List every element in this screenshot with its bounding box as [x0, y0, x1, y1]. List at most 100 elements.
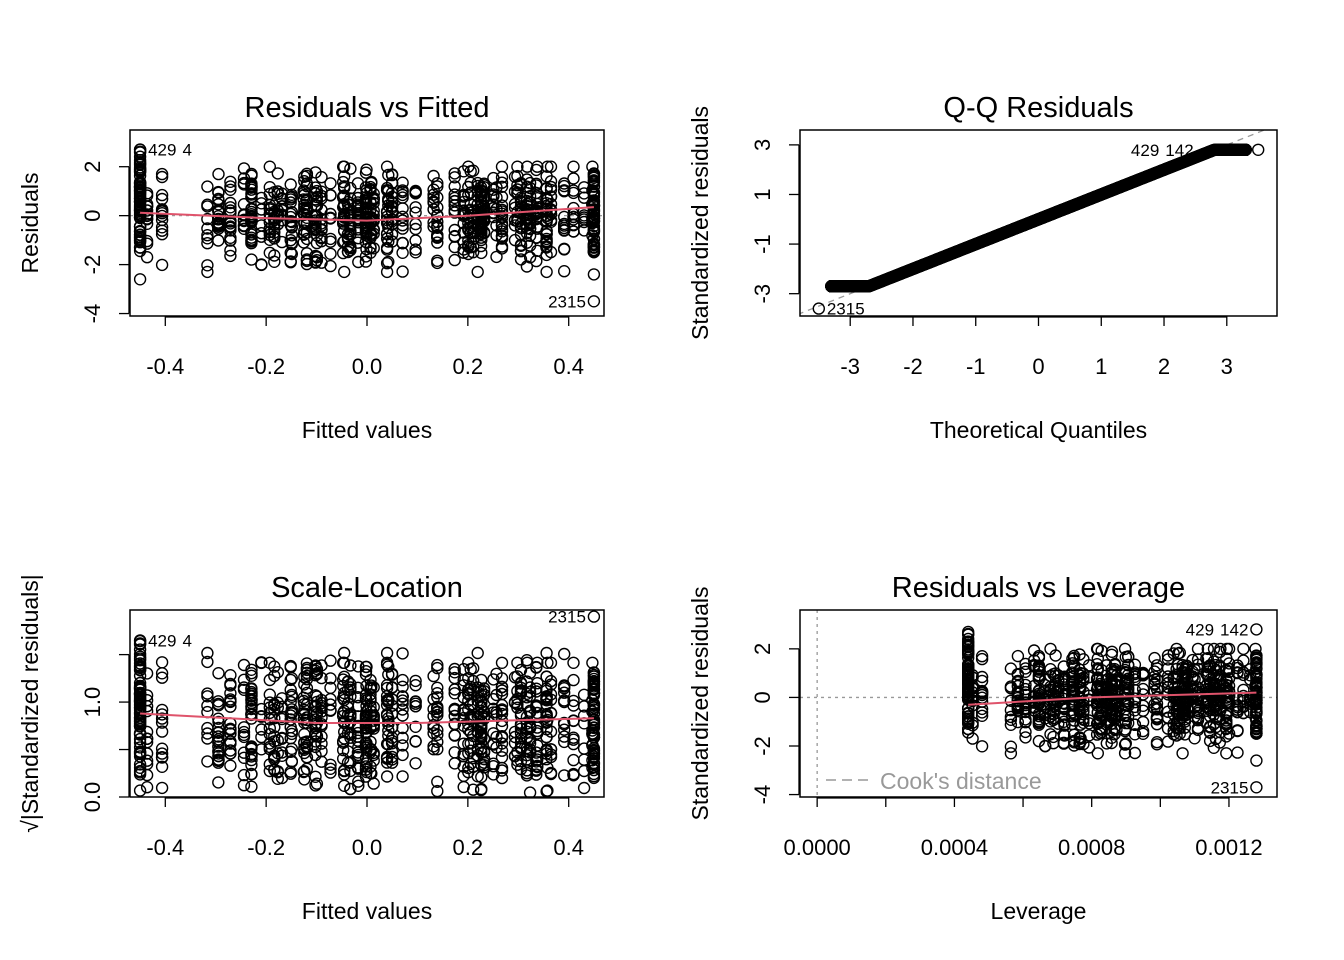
data-point — [155, 742, 169, 755]
data-point — [359, 660, 373, 674]
data-point — [1220, 673, 1233, 687]
data-point — [224, 183, 237, 197]
data-point — [1191, 704, 1205, 718]
data-point — [396, 690, 409, 703]
x-tick-label: 0.0 — [352, 354, 383, 379]
data-point — [431, 743, 444, 756]
data-point — [540, 214, 553, 228]
data-point — [133, 732, 147, 746]
data-point — [338, 690, 351, 703]
data-point — [462, 747, 475, 760]
x-tick-label: 0.0 — [352, 835, 383, 860]
data-point — [464, 711, 477, 725]
data-point — [298, 703, 311, 717]
data-point — [245, 187, 258, 200]
data-point — [212, 667, 225, 680]
data-point — [297, 184, 310, 197]
data-point — [297, 713, 310, 726]
data-point — [523, 195, 537, 209]
data-point — [975, 740, 989, 753]
data-point — [1047, 704, 1060, 717]
data-point — [337, 160, 350, 173]
data-point — [359, 668, 373, 681]
data-point — [201, 646, 214, 660]
data-point — [1121, 709, 1135, 723]
data-point — [201, 212, 214, 226]
data-point — [224, 700, 237, 713]
data-point — [338, 170, 351, 183]
data-point — [309, 740, 322, 754]
data-point — [495, 219, 509, 232]
data-point — [511, 754, 524, 767]
data-point — [477, 226, 491, 240]
data-point — [475, 246, 488, 260]
data-point — [508, 730, 522, 744]
data-point — [587, 232, 601, 245]
data-point — [1019, 705, 1032, 719]
data-point — [567, 160, 580, 173]
data-point — [300, 666, 314, 679]
x-tick-label: 0.2 — [453, 835, 484, 860]
data-point — [427, 196, 440, 210]
data-point — [359, 211, 373, 224]
y-tick-label: 2 — [750, 643, 775, 655]
data-point — [431, 681, 444, 694]
data-point — [245, 667, 258, 680]
plot-area — [130, 143, 604, 308]
data-point — [457, 780, 470, 794]
data-point — [344, 764, 357, 778]
data-point — [385, 721, 399, 734]
data-point — [268, 249, 281, 262]
data-point — [487, 706, 500, 719]
x-axis-label: Leverage — [991, 898, 1087, 924]
data-point — [409, 735, 422, 748]
data-point — [487, 727, 500, 740]
data-point — [540, 743, 553, 756]
data-point — [341, 683, 355, 697]
panel-title: Residuals vs Fitted — [245, 92, 490, 124]
data-point — [1231, 666, 1244, 679]
data-point — [467, 164, 480, 177]
data-point — [587, 763, 601, 777]
data-point — [310, 209, 324, 223]
data-point — [1220, 696, 1233, 709]
data-point — [1207, 642, 1221, 656]
data-point — [1207, 741, 1221, 754]
data-point — [812, 302, 825, 315]
data-point — [155, 227, 169, 241]
data-point — [530, 208, 543, 221]
data-point — [540, 248, 553, 262]
data-point — [133, 741, 147, 754]
data-point — [1038, 685, 1052, 698]
data-point — [338, 779, 351, 792]
data-point — [587, 714, 601, 727]
data-point — [133, 228, 147, 241]
data-point — [514, 677, 528, 690]
data-point — [409, 246, 422, 259]
data-point — [1220, 730, 1233, 743]
data-point — [587, 756, 601, 770]
data-point — [1077, 653, 1090, 666]
data-point — [263, 673, 276, 687]
data-point — [540, 692, 553, 705]
data-point — [155, 656, 169, 669]
data-point — [495, 771, 509, 785]
data-point — [338, 265, 351, 279]
x-tick-label: 0.4 — [553, 835, 584, 860]
data-point — [352, 231, 365, 245]
data-point — [360, 229, 373, 242]
data-point — [315, 719, 328, 733]
data-point — [1250, 657, 1263, 670]
data-point — [140, 757, 154, 771]
data-point — [1019, 686, 1032, 699]
data-point — [448, 683, 461, 696]
data-point — [587, 171, 601, 185]
data-point — [514, 762, 528, 776]
data-point — [471, 770, 484, 783]
data-point — [245, 253, 258, 266]
data-point — [245, 663, 258, 676]
data-point — [477, 212, 491, 225]
data-point — [540, 710, 553, 724]
data-point — [298, 227, 311, 241]
data-point — [558, 716, 571, 730]
